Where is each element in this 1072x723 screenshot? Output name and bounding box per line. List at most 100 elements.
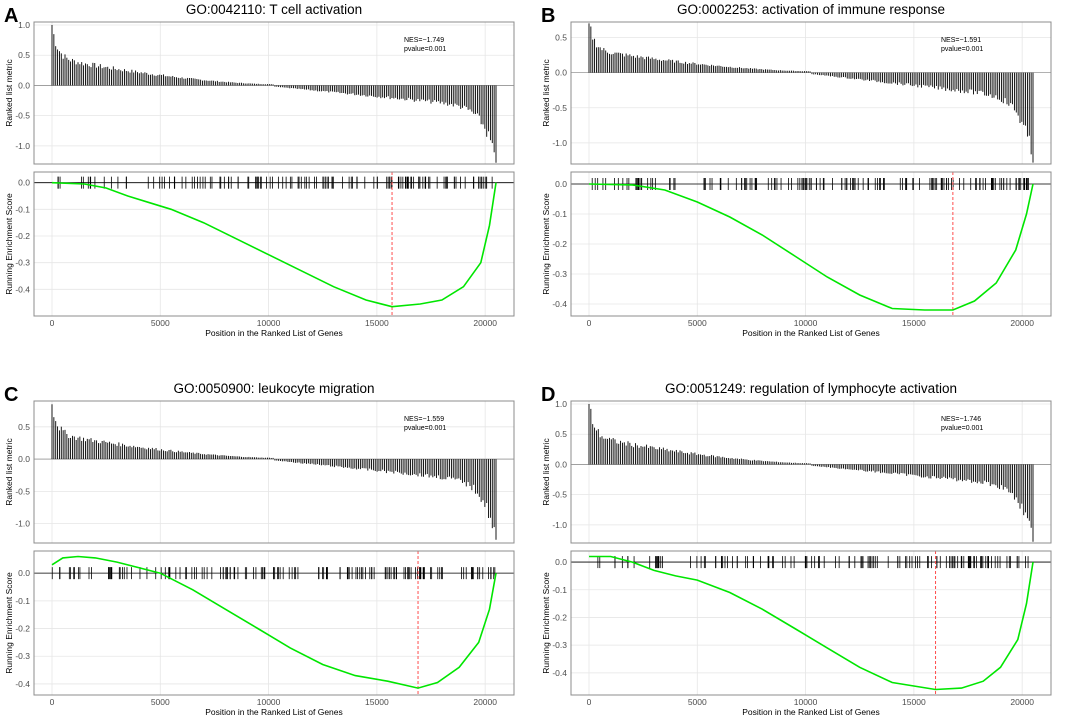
- panel-letter: C: [4, 384, 18, 406]
- metric-plot-area: [571, 22, 1051, 164]
- metric-axis-label: Ranked list metric: [4, 58, 14, 126]
- metric-tick-label: 0.0: [555, 68, 567, 78]
- pvalue-label: pvalue=0.001: [941, 46, 983, 53]
- es-frame: [570, 171, 1052, 317]
- x-tick-label: 10000: [257, 318, 281, 328]
- panel-letter: D: [541, 384, 555, 406]
- es-tick-label: -0.1: [15, 596, 30, 606]
- x-axis-label: Position in the Ranked List of Genes: [742, 707, 880, 717]
- es-tick-label: 0.0: [555, 557, 567, 567]
- x-tick-label: 5000: [688, 318, 707, 328]
- es-tick-label: -0.3: [15, 651, 30, 661]
- metric-tick-label: 1.0: [18, 20, 30, 30]
- metric-plot-area: [571, 401, 1051, 543]
- x-axis-label: Position in the Ranked List of Genes: [205, 707, 343, 717]
- es-tick-label: -0.4: [15, 679, 30, 689]
- panel-d: D GO:0051249: regulation of lymphocyte ac…: [541, 381, 1052, 717]
- panel-c: C GO:0050900: leukocyte migration 0.5 0.0 -0…: [4, 381, 515, 717]
- es-plot-area: [571, 551, 1051, 695]
- metric-tick-label: -0.5: [552, 490, 567, 500]
- x-tick-label: 0: [50, 697, 55, 707]
- es-curve: [588, 183, 1034, 311]
- es-frame: [33, 550, 515, 696]
- x-tick-label: 5000: [688, 697, 707, 707]
- metric-tick-label: -1.0: [552, 520, 567, 530]
- metric-tick-label: -1.0: [15, 519, 30, 529]
- x-tick-label: 0: [587, 318, 592, 328]
- es-tick-label: -0.3: [15, 258, 30, 268]
- panel-b: B GO:0002253: activation of immune respon…: [541, 2, 1052, 338]
- es-tick-label: -0.4: [552, 299, 567, 309]
- es-tick-label: -0.3: [552, 640, 567, 650]
- es-tick-label: -0.2: [15, 231, 30, 241]
- metric-tick-label: 0.0: [555, 459, 567, 469]
- es-tick-label: -0.2: [552, 239, 567, 249]
- metric-plot-area: [34, 22, 514, 164]
- x-tick-label: 15000: [902, 318, 926, 328]
- pvalue-label: pvalue=0.001: [404, 46, 446, 53]
- x-tick-label: 0: [587, 697, 592, 707]
- es-axis-label: Running Enrichment Score: [4, 572, 14, 674]
- x-tick-label: 20000: [473, 318, 497, 328]
- metric-tick-label: 0.0: [18, 80, 30, 90]
- es-tick-label: 0.0: [18, 178, 30, 188]
- metric-tick-label: -1.0: [552, 138, 567, 148]
- nes-label: NES=−1.746: [941, 416, 981, 423]
- x-tick-label: 15000: [365, 697, 389, 707]
- metric-frame: [33, 21, 515, 165]
- metric-tick-label: 0.5: [18, 422, 30, 432]
- es-frame: [570, 550, 1052, 696]
- es-plot-area: [34, 172, 514, 316]
- es-tick-label: -0.2: [552, 612, 567, 622]
- metric-tick-label: -0.5: [15, 111, 30, 121]
- x-tick-label: 5000: [151, 318, 170, 328]
- metric-tick-label: -1.0: [15, 141, 30, 151]
- x-tick-label: 10000: [794, 697, 818, 707]
- metric-tick-label: -0.5: [552, 103, 567, 113]
- metric-tick-label: -0.5: [15, 486, 30, 496]
- es-tick-label: -0.1: [15, 204, 30, 214]
- x-tick-label: 10000: [257, 697, 281, 707]
- x-tick-label: 20000: [1010, 318, 1034, 328]
- x-tick-label: 5000: [151, 697, 170, 707]
- es-tick-label: 0.0: [555, 179, 567, 189]
- es-tick-label: -0.3: [552, 269, 567, 279]
- x-tick-label: 15000: [902, 697, 926, 707]
- x-axis-label: Position in the Ranked List of Genes: [742, 328, 880, 338]
- panel-letter: B: [541, 5, 555, 27]
- es-tick-label: -0.4: [552, 668, 567, 678]
- metric-axis-label: Ranked list metric: [541, 437, 551, 505]
- es-tick-label: -0.2: [15, 624, 30, 634]
- metric-axis-label: Ranked list metric: [4, 437, 14, 505]
- x-tick-label: 15000: [365, 318, 389, 328]
- metric-tick-label: 1.0: [555, 399, 567, 409]
- metric-plot-area: [34, 401, 514, 543]
- es-tick-label: -0.1: [552, 585, 567, 595]
- es-axis-label: Running Enrichment Score: [541, 193, 551, 295]
- metric-tick-label: 0.5: [18, 50, 30, 60]
- panel-title: GO:0002253: activation of immune respons…: [677, 2, 945, 17]
- es-tick-label: -0.4: [15, 284, 30, 294]
- es-axis-label: Running Enrichment Score: [4, 193, 14, 295]
- es-axis-label: Running Enrichment Score: [541, 572, 551, 674]
- panel-letter: A: [4, 5, 18, 27]
- metric-tick-label: 0.5: [555, 429, 567, 439]
- metric-axis-label: Ranked list metric: [541, 58, 551, 126]
- nes-label: NES=−1.749: [404, 37, 444, 44]
- es-curve: [51, 181, 497, 308]
- metric-tick-label: 0.0: [18, 454, 30, 464]
- x-tick-label: 0: [50, 318, 55, 328]
- pvalue-label: pvalue=0.001: [941, 425, 983, 432]
- es-curve: [51, 555, 497, 689]
- es-curve: [589, 555, 1034, 691]
- panel-title: GO:0042110: T cell activation: [186, 2, 362, 17]
- es-frame: [33, 171, 515, 317]
- x-axis-label: Position in the Ranked List of Genes: [205, 328, 343, 338]
- metric-frame: [33, 400, 515, 544]
- pvalue-label: pvalue=0.001: [404, 425, 446, 432]
- panel-title: GO:0051249: regulation of lymphocyte act…: [665, 381, 957, 396]
- metric-frame: [570, 21, 1052, 165]
- x-tick-label: 20000: [1010, 697, 1034, 707]
- x-tick-label: 10000: [794, 318, 818, 328]
- metric-tick-label: 0.5: [555, 32, 567, 42]
